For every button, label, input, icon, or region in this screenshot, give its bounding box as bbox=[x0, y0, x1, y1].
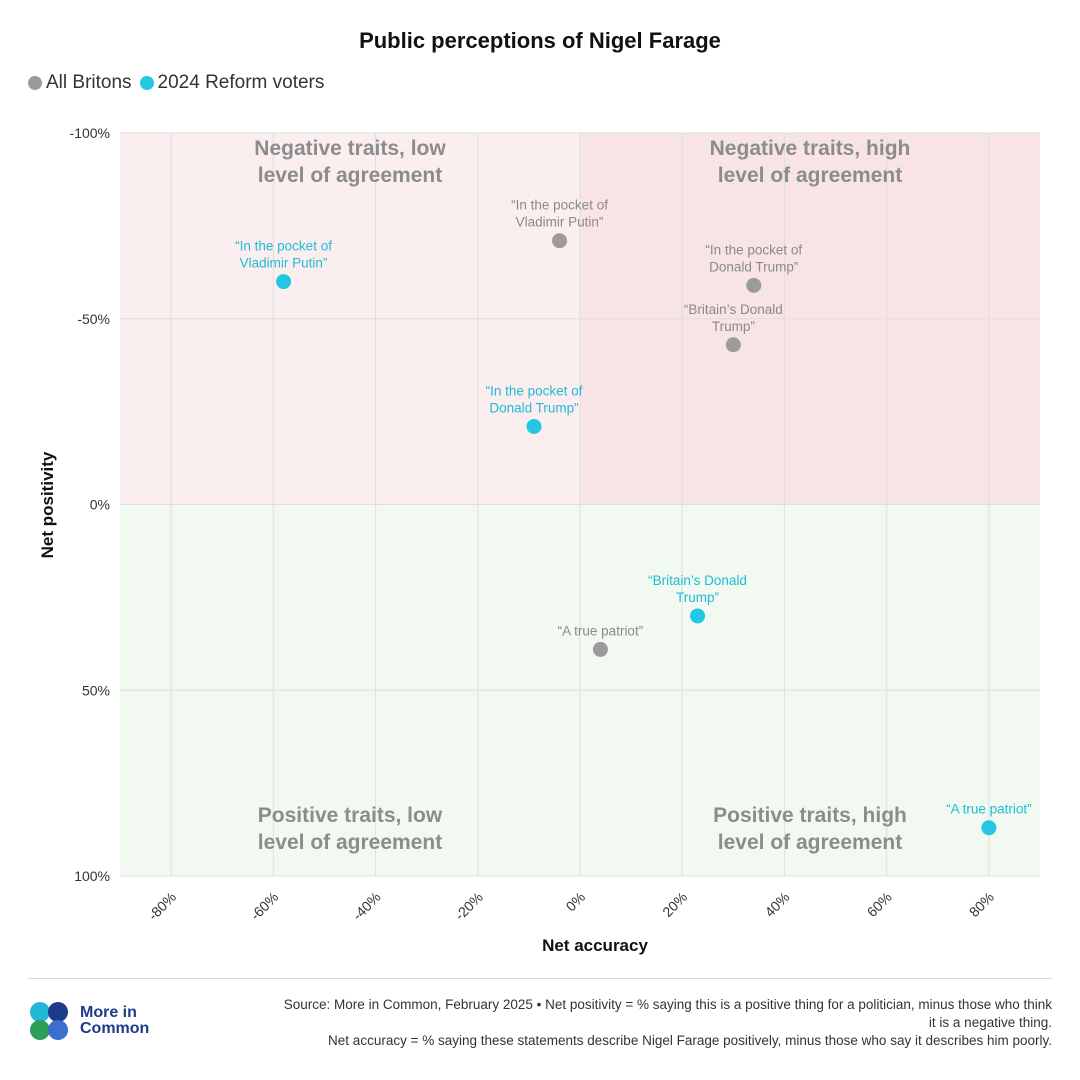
x-tick-label: 60% bbox=[864, 889, 895, 920]
y-tick-label: -50% bbox=[77, 311, 110, 327]
quadrant-label-negative-high-line: level of agreement bbox=[718, 164, 902, 187]
data-point bbox=[526, 418, 542, 434]
chart-title: Public perceptions of Nigel Farage bbox=[359, 28, 721, 53]
point-label-line: Donald Trump” bbox=[489, 400, 578, 415]
x-tick-label: 40% bbox=[761, 889, 792, 920]
y-axis-title: Net positivity bbox=[38, 451, 57, 558]
quadrant-label-positive-high-line: Positive traits, high bbox=[713, 804, 907, 827]
quadrant-label-positive-low: Positive traits, low level of agreement bbox=[258, 804, 443, 854]
point-label-line: Vladimir Putin” bbox=[516, 215, 604, 230]
data-point bbox=[725, 337, 741, 353]
quadrant-label-negative-high: Negative traits, high level of agreement bbox=[710, 137, 911, 187]
footer-divider bbox=[28, 978, 1052, 979]
scatter-chart: Negative traits, low level of agreementNe… bbox=[38, 125, 1040, 955]
logo-text-line1: More in bbox=[80, 1004, 137, 1021]
quadrant-label-positive-high: Positive traits, high level of agreement bbox=[713, 804, 907, 854]
x-tick-label: 20% bbox=[659, 889, 690, 920]
point-label-line: “In the pocket of bbox=[511, 198, 608, 213]
y-tick-label: -100% bbox=[70, 125, 110, 141]
quadrant-label-negative-low: Negative traits, low level of agreement bbox=[254, 137, 446, 187]
point-label: “In the pocket of Vladimir Putin” bbox=[235, 239, 332, 271]
x-axis-title: Net accuracy bbox=[542, 936, 648, 955]
quadrant-label-negative-low-line: Negative traits, low bbox=[254, 137, 446, 160]
point-label-line: Vladimir Putin” bbox=[240, 256, 328, 271]
data-point bbox=[746, 277, 762, 293]
point-label: “Britain’s Donald Trump” bbox=[648, 573, 747, 605]
point-label-line: “In the pocket of bbox=[486, 383, 583, 398]
point-label-line: Trump” bbox=[676, 590, 719, 605]
x-tick-label: 0% bbox=[562, 889, 588, 915]
legend-label-all-britons: All Britons bbox=[46, 72, 132, 93]
point-label-line: “A true patriot” bbox=[946, 802, 1032, 817]
quadrant-label-positive-low-line: Positive traits, low bbox=[258, 804, 443, 827]
point-label: “Britain’s Donald Trump” bbox=[684, 302, 783, 334]
logo-mark-icon bbox=[30, 1002, 68, 1040]
quadrant-label-negative-high-line: Negative traits, high bbox=[710, 137, 911, 160]
legend-swatch-reform-voters bbox=[139, 76, 154, 90]
point-label-line: Donald Trump” bbox=[709, 259, 798, 274]
point-label: “In the pocket of Vladimir Putin” bbox=[511, 198, 608, 230]
logo-text-line2: Common bbox=[80, 1020, 150, 1037]
point-label: “In the pocket of Donald Trump” bbox=[705, 242, 802, 274]
x-tick-label: -20% bbox=[451, 889, 485, 923]
data-point bbox=[592, 641, 608, 657]
source-note: Source: More in Common, February 2025 • … bbox=[172, 996, 1052, 1050]
quadrant-label-negative-low-line: level of agreement bbox=[258, 164, 442, 187]
quadrant-label-positive-low-line: level of agreement bbox=[258, 831, 442, 854]
x-tick-label: -80% bbox=[145, 889, 179, 923]
point-label: “A true patriot” bbox=[946, 802, 1032, 817]
logo: More in Common bbox=[28, 1000, 149, 1042]
point-label-line: “Britain’s Donald bbox=[648, 573, 747, 588]
point-label: “A true patriot” bbox=[558, 623, 644, 638]
legend-item-reform-voters: 2024 Reform voters bbox=[139, 72, 325, 94]
data-point bbox=[981, 820, 997, 836]
y-tick-label: 100% bbox=[74, 868, 110, 884]
point-label-line: “Britain’s Donald bbox=[684, 302, 783, 317]
x-tick-label: -40% bbox=[349, 889, 383, 923]
point-label: “In the pocket of Donald Trump” bbox=[486, 383, 583, 415]
legend-label-reform-voters: 2024 Reform voters bbox=[157, 72, 325, 93]
legend: All Britons 2024 Reform voters bbox=[28, 72, 332, 94]
legend-item-all-britons: All Britons bbox=[28, 72, 132, 94]
x-tick-label: -60% bbox=[247, 889, 281, 923]
source-line-2: it is a negative thing. bbox=[928, 1015, 1052, 1030]
point-label-line: “In the pocket of bbox=[235, 239, 332, 254]
legend-swatch-all-britons bbox=[28, 76, 42, 90]
data-point bbox=[276, 274, 292, 290]
quadrant-label-positive-high-line: level of agreement bbox=[718, 831, 902, 854]
y-tick-label: 0% bbox=[90, 497, 110, 513]
y-tick-label: 50% bbox=[82, 682, 110, 698]
point-label-line: “In the pocket of bbox=[705, 242, 802, 257]
point-label-line: Trump” bbox=[712, 319, 755, 334]
x-tick-label: 80% bbox=[966, 889, 997, 920]
point-label-line: “A true patriot” bbox=[558, 623, 644, 638]
source-line-3: Net accuracy = % saying these statements… bbox=[328, 1033, 1052, 1048]
data-point bbox=[552, 233, 568, 249]
source-line-1: Source: More in Common, February 2025 • … bbox=[283, 997, 1052, 1012]
data-point bbox=[690, 608, 706, 624]
logo-text: More in Common bbox=[80, 1005, 149, 1037]
